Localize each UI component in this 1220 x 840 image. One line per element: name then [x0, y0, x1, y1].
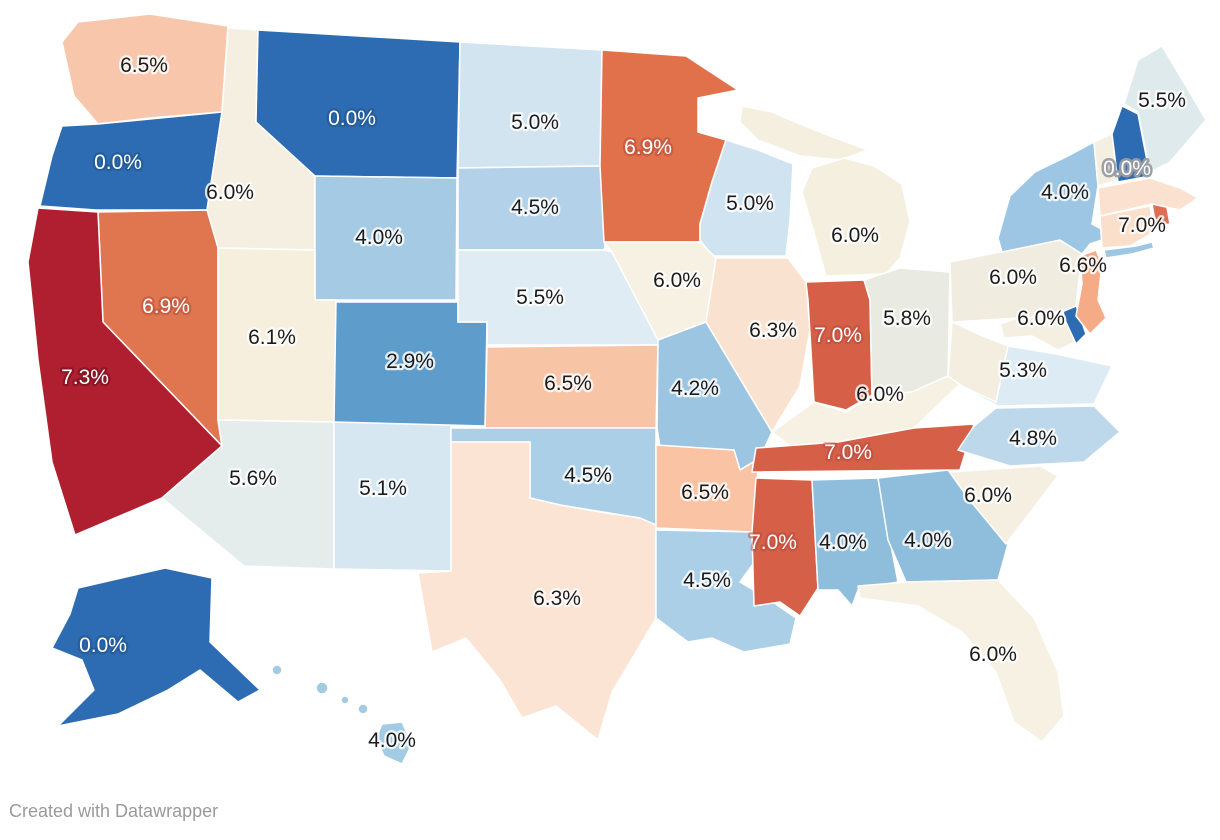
- state-new-mexico[interactable]: [333, 419, 452, 572]
- state-south-carolina[interactable]: [949, 465, 1059, 545]
- state-illinois[interactable]: [705, 257, 811, 433]
- hawaii-island-big-island[interactable]: [375, 721, 413, 765]
- state-ohio[interactable]: [863, 267, 951, 397]
- state-new-york[interactable]: [997, 141, 1115, 255]
- state-oregon[interactable]: [39, 111, 223, 211]
- state-wyoming[interactable]: [314, 175, 458, 301]
- state-massachusetts[interactable]: [1097, 177, 1199, 217]
- state-texas[interactable]: [417, 441, 657, 741]
- state-pennsylvania[interactable]: [949, 239, 1083, 323]
- state-washington[interactable]: [61, 13, 229, 125]
- state-wisconsin[interactable]: [699, 139, 794, 257]
- state-california[interactable]: [27, 207, 223, 536]
- state-mississippi[interactable]: [751, 477, 819, 617]
- state-connecticut[interactable]: [1099, 205, 1155, 249]
- hawaii-island-molokai[interactable]: [340, 695, 350, 705]
- state-west-virginia[interactable]: [947, 321, 1009, 403]
- states-layer: [27, 13, 1207, 765]
- state-hawaii[interactable]: [271, 664, 413, 765]
- state-maine[interactable]: [1123, 45, 1207, 173]
- state-kansas[interactable]: [484, 344, 659, 429]
- state-tennessee[interactable]: [751, 423, 975, 473]
- hawaii-island-maui[interactable]: [357, 703, 369, 715]
- state-south-dakota[interactable]: [457, 165, 613, 251]
- state-alaska[interactable]: [51, 567, 261, 727]
- state-michigan[interactable]: [801, 157, 911, 277]
- state-florida[interactable]: [857, 579, 1065, 743]
- datawrapper-credit[interactable]: Created with Datawrapper: [9, 801, 219, 821]
- state-new-jersey[interactable]: [1075, 249, 1107, 335]
- state-new-york-long-island[interactable]: [1103, 241, 1155, 259]
- state-north-carolina[interactable]: [957, 405, 1121, 467]
- state-michigan-upper-peninsula[interactable]: [739, 105, 869, 161]
- state-indiana[interactable]: [805, 279, 873, 411]
- hawaii-island-oahu[interactable]: [315, 681, 329, 695]
- hawaii-island-niihau[interactable]: [271, 664, 283, 676]
- state-north-dakota[interactable]: [457, 41, 603, 169]
